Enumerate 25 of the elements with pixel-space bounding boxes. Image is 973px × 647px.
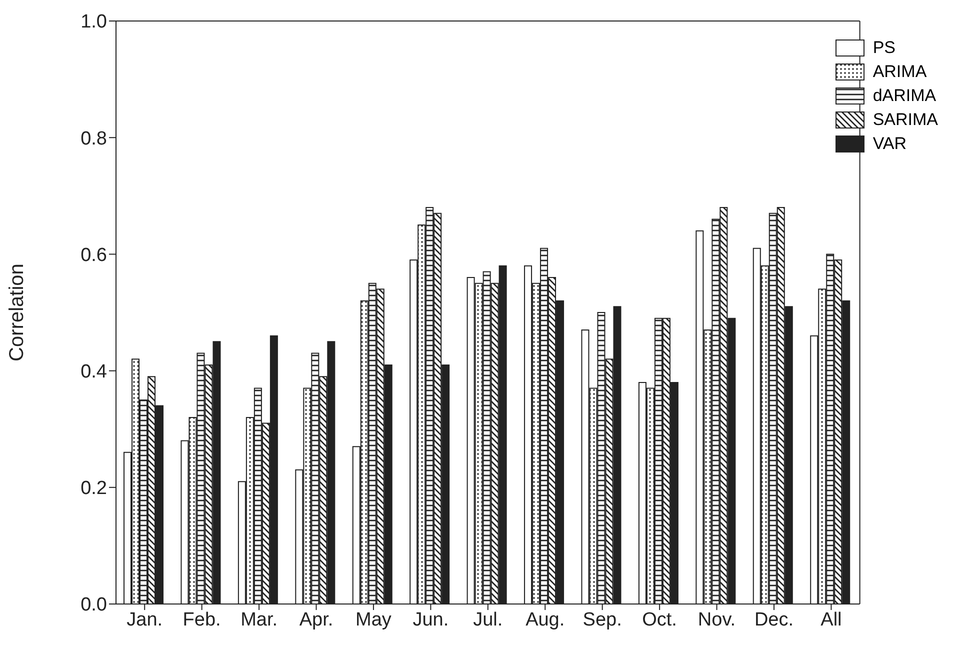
x-tick-label: All	[820, 609, 842, 630]
x-tick-label: Mar.	[240, 609, 278, 630]
legend-label: dARIMA	[872, 86, 936, 106]
legend-label: ARIMA	[872, 62, 927, 82]
x-tick-label: Jul.	[473, 609, 503, 630]
y-tick-label: 0.2	[80, 478, 107, 500]
x-tick-label: Oct.	[642, 609, 677, 630]
y-tick-label: 0.6	[80, 244, 107, 266]
y-tick-label: 0.0	[80, 594, 107, 616]
y-axis-title: Correlation	[6, 264, 28, 362]
y-tick-label: 0.8	[80, 128, 107, 150]
x-tick-label: Jun.	[412, 609, 449, 630]
x-tick-label: Jan.	[126, 609, 163, 630]
legend-label: SARIMA	[872, 110, 938, 130]
x-tick-label: Sep.	[582, 609, 622, 630]
legend-label: VAR	[872, 134, 907, 154]
x-tick-label: May	[356, 609, 392, 630]
x-tick-label: Dec.	[754, 609, 794, 630]
x-tick-label: Apr.	[299, 609, 334, 630]
x-tick-label: Aug.	[526, 609, 565, 630]
x-tick-label: Feb.	[182, 609, 221, 630]
legend-label: PS	[872, 38, 896, 58]
y-tick-label: 0.4	[80, 362, 108, 383]
x-tick-label: Nov.	[698, 609, 736, 630]
y-tick-label: 1.0	[80, 12, 107, 33]
